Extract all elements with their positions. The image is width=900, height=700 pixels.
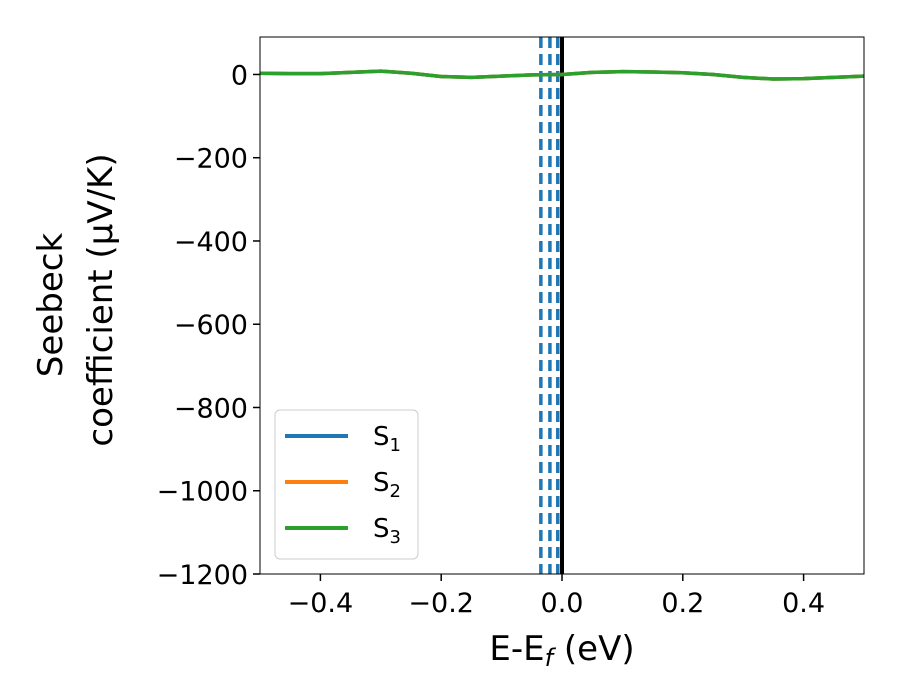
legend-box	[274, 409, 419, 560]
legend-label-s3: S3	[373, 514, 401, 548]
legend-label-s1: S1	[373, 422, 401, 456]
y-axis-label-line2: coefficient (μV/K)	[81, 153, 121, 446]
y-tick-label: −1200	[157, 560, 248, 591]
legend-label-s2: S2	[373, 468, 401, 502]
x-tick-label: 0.0	[541, 588, 584, 619]
x-axis: −0.4 −0.2 0.0 0.2 0.4	[288, 574, 825, 619]
x-tick-label: −0.2	[408, 588, 474, 619]
series-line-s3	[260, 69, 864, 81]
y-tick-label: −600	[174, 310, 248, 341]
y-axis: 0 −200 −400 −600 −800 −1000 −1200	[157, 60, 260, 591]
plot-area	[260, 37, 864, 574]
y-tick-label: −200	[174, 144, 248, 175]
y-tick-label: −1000	[157, 477, 248, 508]
x-axis-label-unit: (eV)	[553, 629, 635, 669]
y-axis-label-line1: Seebeck	[31, 233, 71, 378]
x-tick-label: 0.4	[782, 588, 825, 619]
y-tick-label: 0	[231, 60, 248, 91]
legend: S1 S2 S3	[274, 409, 419, 560]
x-axis-label: E-Ef (eV)	[489, 629, 634, 672]
x-tick-label: 0.2	[661, 588, 704, 619]
x-tick-label: −0.4	[288, 588, 354, 619]
y-tick-label: −400	[174, 227, 248, 258]
y-tick-label: −800	[174, 393, 248, 424]
